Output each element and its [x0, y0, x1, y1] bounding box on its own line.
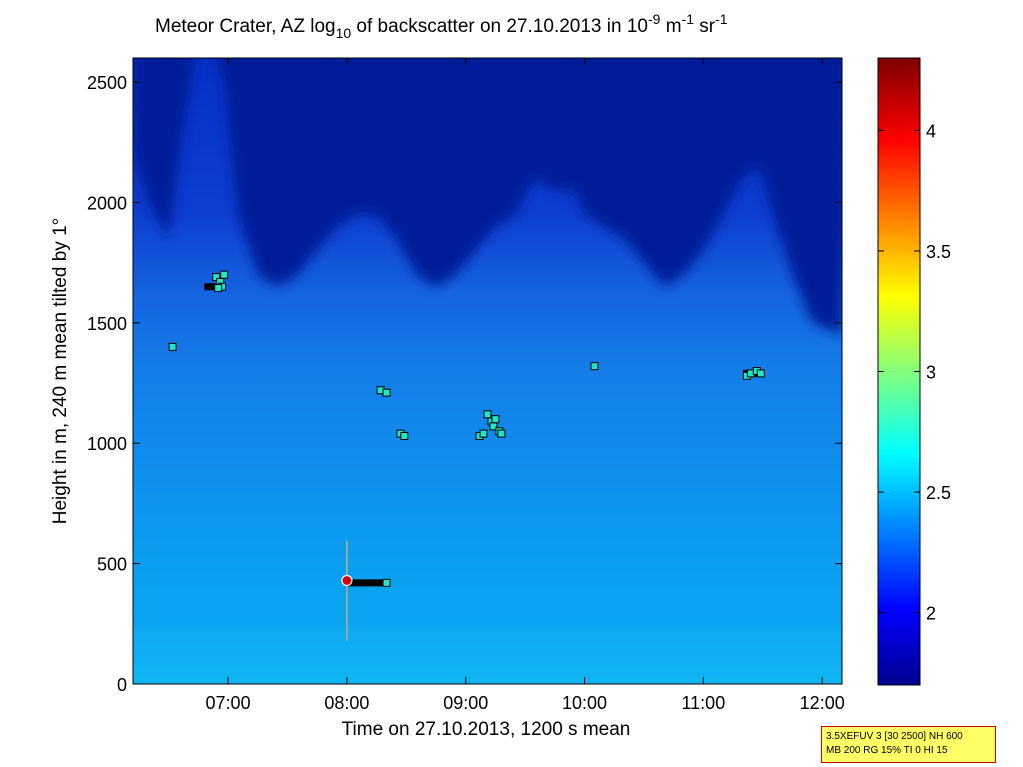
x-tick-label: 09:00: [443, 693, 488, 713]
colorbar-tick-label: 3.5: [926, 242, 951, 262]
x-axis-label: Time on 27.10.2013, 1200 s mean: [342, 719, 631, 740]
y-tick-label: 1500: [87, 314, 127, 334]
cloud-point: [382, 578, 391, 587]
y-tick-label: 2000: [87, 193, 127, 213]
cloud-point: [382, 388, 391, 397]
cloud-point: [214, 283, 223, 292]
colorbar-tick-label: 2: [926, 604, 936, 624]
x-tick-label: 11:00: [682, 693, 726, 713]
colorbar-tick-label: 2.5: [926, 483, 951, 503]
y-tick-label: 2500: [87, 73, 127, 93]
cloud-point: [491, 415, 500, 424]
colorbar-axis: 2 2.5 3 3.5 4: [878, 121, 951, 624]
cloud-detections: [168, 270, 765, 641]
chart-title: Meteor Crater, AZ log10 of backscatter o…: [155, 11, 728, 41]
cloud-point: [168, 342, 177, 351]
cloud-point: [483, 410, 492, 419]
x-axis: 07:00 08:00 09:00 10:00 11:00 12:00: [206, 58, 845, 713]
marker-point: [341, 574, 353, 587]
y-tick-label: 0: [117, 675, 127, 695]
y-tick-label: 500: [97, 555, 127, 575]
x-tick-label: 12:00: [800, 693, 845, 713]
cloud-point: [590, 362, 599, 371]
cloud-point: [479, 429, 488, 438]
x-tick-label: 10:00: [562, 693, 607, 713]
plot-frame: [132, 57, 843, 685]
clear-sky-region: [133, 58, 842, 335]
x-tick-label: 07:00: [206, 693, 251, 713]
colorbar: [877, 57, 921, 686]
colorbar-tick-label: 4: [926, 121, 936, 141]
info-line-2: MB 200 RG 15% TI 0 HI 15: [826, 745, 948, 756]
y-axis: 0 500 1000 1500 2000 2500: [87, 73, 842, 695]
cloud-point: [756, 369, 765, 378]
clear-sky-area: [133, 58, 842, 335]
y-tick-label: 1000: [87, 434, 127, 454]
cloud-point: [220, 270, 229, 279]
y-axis-label: Height in m, 240 m mean tilted by 1°: [50, 218, 71, 524]
settings-info-box: 3.5XEFUV 3 [30 2500] NH 600 MB 200 RG 15…: [821, 726, 996, 763]
cloud-point: [400, 432, 409, 441]
colorbar-tick-label: 3: [926, 363, 936, 383]
x-tick-label: 08:00: [324, 693, 369, 713]
info-line-1: 3.5XEFUV 3 [30 2500] NH 600: [826, 731, 963, 742]
cloud-point: [497, 429, 506, 438]
surface-layer-band: [133, 628, 842, 684]
plot-area: [133, 58, 842, 684]
